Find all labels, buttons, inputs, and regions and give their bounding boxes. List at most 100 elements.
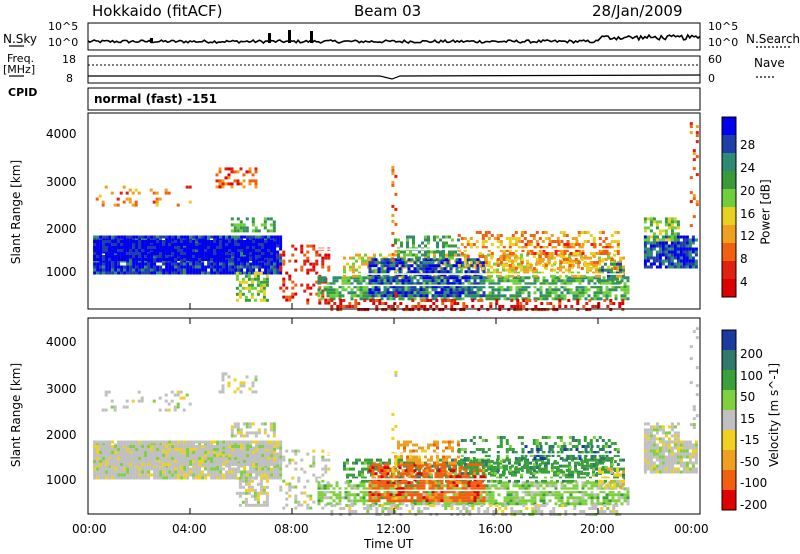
velocity-cell xyxy=(255,463,259,466)
power-cell xyxy=(406,241,409,245)
power-cell xyxy=(613,267,617,270)
power-cell xyxy=(230,170,234,174)
power-cell xyxy=(440,261,444,265)
power-cell xyxy=(120,235,124,239)
power-cell xyxy=(616,261,620,264)
power-cell xyxy=(602,249,606,252)
power-cell xyxy=(353,285,357,289)
power-cell xyxy=(189,235,193,239)
power-cell xyxy=(524,246,528,249)
power-cell xyxy=(664,250,668,254)
power-cell xyxy=(614,294,618,298)
velocity-cell xyxy=(270,457,274,460)
velocity-cell xyxy=(114,473,118,477)
velocity-cell xyxy=(111,454,115,457)
power-cell xyxy=(356,279,360,283)
velocity-cell xyxy=(270,467,274,471)
velocity-cell xyxy=(162,445,166,448)
power-cell xyxy=(101,203,105,207)
power-cell xyxy=(395,279,399,283)
power-cell xyxy=(467,276,471,280)
power-cell xyxy=(210,243,214,246)
power-cell xyxy=(673,220,677,224)
power-cell xyxy=(508,259,511,263)
velocity-cell xyxy=(168,460,172,463)
power-cell xyxy=(332,294,336,298)
power-cell xyxy=(682,247,686,251)
power-cell xyxy=(333,302,337,305)
power-cell xyxy=(389,258,393,262)
power-cell xyxy=(470,264,474,268)
power-cell xyxy=(506,279,510,283)
power-cell xyxy=(626,276,630,280)
power-cell xyxy=(581,285,585,289)
power-cell xyxy=(463,246,467,249)
power-cell xyxy=(466,243,470,246)
velocity-cell xyxy=(225,440,229,444)
power-cell xyxy=(410,258,414,262)
power-cell xyxy=(404,261,408,265)
velocity-cell xyxy=(171,448,175,451)
power-cell xyxy=(652,244,656,248)
power-cell xyxy=(192,255,196,258)
velocity-cell xyxy=(138,454,142,457)
power-cell xyxy=(496,268,499,272)
power-cell xyxy=(425,264,429,268)
power-cbar-tick-24: 24 xyxy=(740,161,756,175)
power-cell xyxy=(685,262,689,266)
power-cell xyxy=(463,237,467,240)
power-cell xyxy=(489,305,493,308)
power-cell xyxy=(520,262,523,266)
power-cell xyxy=(597,302,601,305)
power-cell xyxy=(291,244,295,248)
power-cell xyxy=(626,291,630,295)
power-cell xyxy=(264,235,268,239)
power-cell xyxy=(598,280,601,284)
power-cell xyxy=(111,258,115,261)
power-cell xyxy=(691,265,695,269)
power-cell xyxy=(256,283,260,287)
power-cell xyxy=(685,244,689,248)
velocity-cell xyxy=(135,470,139,474)
power-cell xyxy=(323,276,327,280)
power-cell xyxy=(255,265,259,269)
power-cell xyxy=(688,259,692,263)
power-cell xyxy=(580,231,584,234)
velocity-cell xyxy=(117,448,121,451)
power-cell xyxy=(559,268,562,272)
power-cell xyxy=(131,191,135,195)
velocity-cell xyxy=(135,440,139,444)
velocity-cell xyxy=(231,467,235,471)
velocity-cell xyxy=(204,473,208,477)
velocity-cell xyxy=(239,428,243,432)
power-cell xyxy=(574,243,578,246)
power-cell xyxy=(144,252,148,255)
power-cell xyxy=(96,271,100,275)
power-cell xyxy=(578,285,582,289)
power-cell xyxy=(407,264,411,268)
power-cell xyxy=(309,292,313,296)
power-cell xyxy=(177,252,181,255)
power-cell xyxy=(426,299,430,302)
power-cell xyxy=(123,249,127,252)
power-cell xyxy=(234,243,238,246)
power-cell xyxy=(577,271,580,275)
velocity-cell xyxy=(144,470,148,474)
power-cell xyxy=(685,238,689,242)
power-cell xyxy=(542,249,546,252)
power-cell xyxy=(462,305,466,308)
power-cell xyxy=(617,285,621,289)
power-cell xyxy=(228,258,232,261)
power-cell xyxy=(270,268,274,272)
velocity-cell xyxy=(129,457,133,460)
power-cell xyxy=(352,262,355,266)
power-cell xyxy=(374,276,378,280)
power-cell xyxy=(460,268,463,272)
velocity-cell xyxy=(279,458,283,462)
velocity-cell xyxy=(222,460,226,463)
power-cell xyxy=(548,243,552,246)
power-cell xyxy=(673,232,677,236)
power-cell xyxy=(247,274,251,278)
power-cell xyxy=(267,243,271,246)
velocity-cell xyxy=(234,460,238,463)
